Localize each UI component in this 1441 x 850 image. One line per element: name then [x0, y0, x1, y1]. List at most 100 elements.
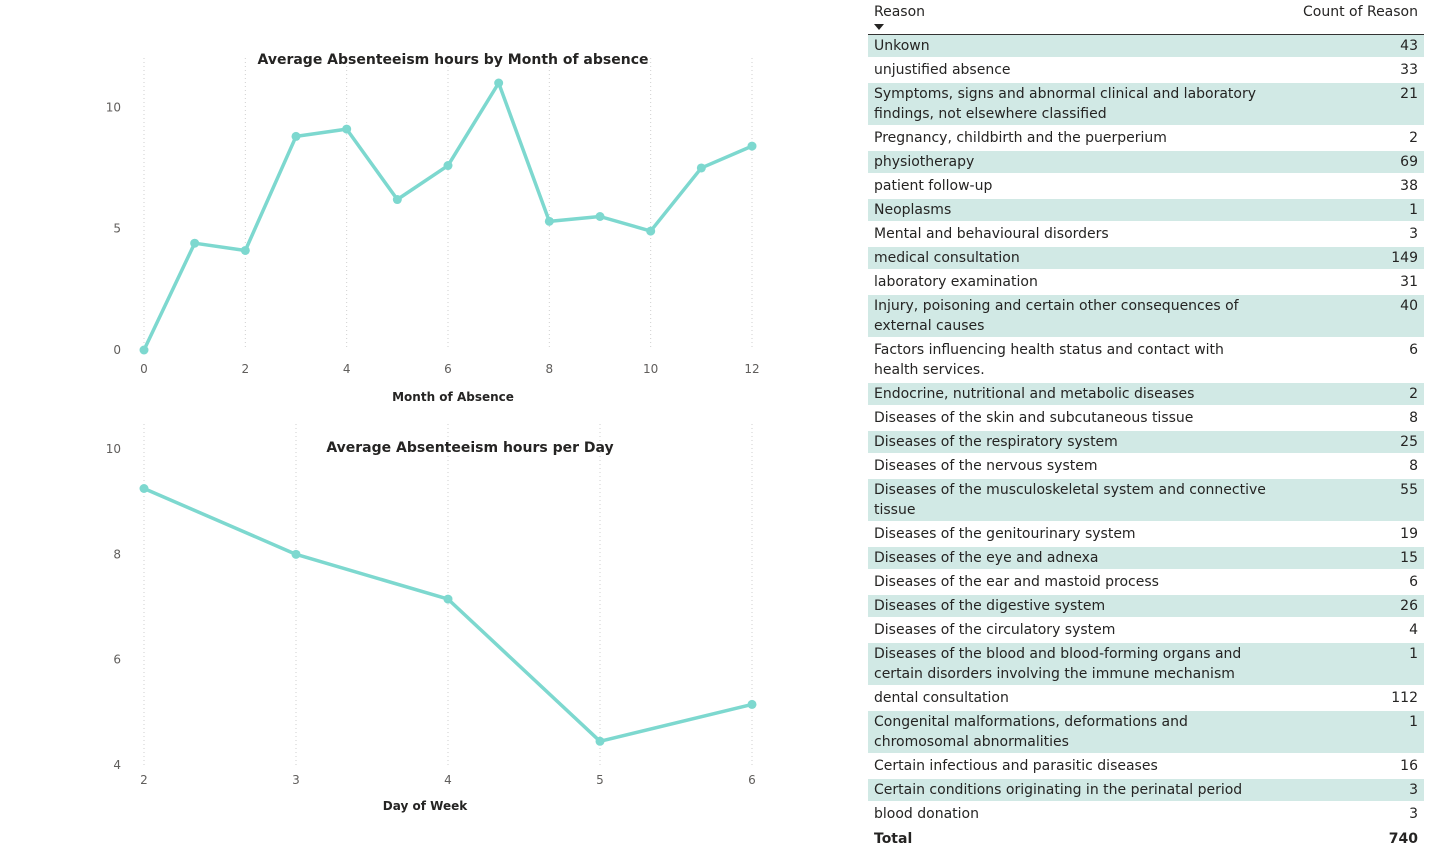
data-point: [139, 484, 149, 493]
x-tick-label: 10: [643, 362, 658, 376]
count-cell: 38: [1274, 174, 1424, 199]
table-row[interactable]: physiotherapy 69: [868, 150, 1424, 175]
y-tick-label: 5: [113, 222, 121, 236]
reason-count-table: Reason Count of Reason Unkown 43 unjustifi…: [868, 0, 1424, 850]
reason-cell: Diseases of the nervous system: [868, 454, 1274, 479]
table-row[interactable]: Diseases of the musculoskeletal system a…: [868, 478, 1424, 523]
reason-cell: Mental and behavioural disorders: [868, 222, 1274, 247]
reason-cell: Certain infectious and parasitic disease…: [868, 754, 1274, 779]
x-tick-label: 6: [444, 362, 452, 376]
reason-cell: Congenital malformations, deformations a…: [868, 710, 1274, 755]
table-total-row: Total 740: [868, 825, 1424, 850]
data-point: [646, 226, 656, 236]
table-row[interactable]: Diseases of the circulatory system 4: [868, 618, 1424, 643]
count-cell: 1: [1274, 710, 1424, 755]
data-point: [392, 195, 402, 205]
table-row[interactable]: medical consultation 149: [868, 246, 1424, 271]
count-cell: 2: [1274, 126, 1424, 151]
count-cell: 16: [1274, 754, 1424, 779]
series-line: [142, 81, 753, 351]
count-column-header[interactable]: Count of Reason: [1274, 0, 1424, 35]
x-tick-label: 6: [748, 773, 756, 787]
count-cell: 25: [1274, 430, 1424, 455]
reason-cell: laboratory examination: [868, 270, 1274, 295]
reason-cell: Injury, poisoning and certain other cons…: [868, 294, 1274, 339]
table-row[interactable]: Diseases of the respiratory system 25: [868, 430, 1424, 455]
table-row[interactable]: Diseases of the skin and subcutaneous ti…: [868, 406, 1424, 431]
reason-cell: medical consultation: [868, 246, 1274, 271]
table-row[interactable]: Diseases of the genitourinary system 19: [868, 522, 1424, 547]
reason-header-label: Reason: [874, 4, 926, 20]
table-row[interactable]: Diseases of the nervous system 8: [868, 454, 1424, 479]
count-cell: 21: [1274, 82, 1424, 127]
table-row[interactable]: laboratory examination 31: [868, 270, 1424, 295]
sort-descending-icon[interactable]: [874, 24, 884, 30]
count-cell: 2: [1274, 382, 1424, 407]
table-row[interactable]: Symptoms, signs and abnormal clinical an…: [868, 82, 1424, 127]
y-tick-label: 6: [113, 653, 121, 667]
table-row[interactable]: Diseases of the digestive system 26: [868, 594, 1424, 619]
reason-cell: Diseases of the musculoskeletal system a…: [868, 478, 1274, 523]
table-row[interactable]: Factors influencing health status and co…: [868, 338, 1424, 383]
total-count: 740: [1274, 825, 1424, 850]
reason-cell: Neoplasms: [868, 198, 1274, 223]
reason-cell: Diseases of the blood and blood-forming …: [868, 642, 1274, 687]
x-tick-label: 4: [444, 773, 452, 787]
table-row[interactable]: patient follow-up 38: [868, 174, 1424, 199]
table-row[interactable]: Congenital malformations, deformations a…: [868, 710, 1424, 755]
table-row[interactable]: Certain infectious and parasitic disease…: [868, 754, 1424, 779]
count-header-label: Count of Reason: [1303, 4, 1418, 20]
x-tick-label: 2: [242, 362, 250, 376]
table-row[interactable]: Diseases of the eye and adnexa 15: [868, 546, 1424, 571]
count-cell: 3: [1274, 222, 1424, 247]
reason-column-header[interactable]: Reason: [868, 0, 1274, 35]
x-tick-label: 2: [140, 773, 148, 787]
count-cell: 3: [1274, 778, 1424, 803]
reason-cell: unjustified absence: [868, 58, 1274, 83]
count-cell: 40: [1274, 294, 1424, 339]
data-point: [139, 345, 149, 355]
count-cell: 55: [1274, 478, 1424, 523]
x-tick-label: 3: [292, 773, 300, 787]
data-point: [291, 549, 301, 559]
count-cell: 6: [1274, 570, 1424, 595]
x-axis-label: Month of Absence: [392, 390, 514, 404]
series-line: [143, 486, 753, 744]
table-row[interactable]: blood donation 3: [868, 802, 1424, 827]
data-point: [443, 161, 453, 171]
reason-cell: Pregnancy, childbirth and the puerperium: [868, 126, 1274, 151]
count-cell: 33: [1274, 58, 1424, 83]
table-row[interactable]: Unkown 43: [868, 34, 1424, 59]
table-row[interactable]: Diseases of the blood and blood-forming …: [868, 642, 1424, 687]
count-cell: 4: [1274, 618, 1424, 643]
day-of-week-line-chart: Average Absenteeism hours per Day Day of …: [106, 424, 757, 813]
count-cell: 26: [1274, 594, 1424, 619]
table-row[interactable]: unjustified absence 33: [868, 58, 1424, 83]
count-cell: 43: [1274, 34, 1424, 59]
reason-cell: Diseases of the digestive system: [868, 594, 1274, 619]
reason-cell: Factors influencing health status and co…: [868, 338, 1274, 383]
x-tick-label: 12: [744, 362, 759, 376]
reason-cell: Endocrine, nutritional and metabolic dis…: [868, 382, 1274, 407]
reason-cell: Diseases of the respiratory system: [868, 430, 1274, 455]
table-row[interactable]: Diseases of the ear and mastoid process 6: [868, 570, 1424, 595]
count-cell: 19: [1274, 522, 1424, 547]
table-row[interactable]: Endocrine, nutritional and metabolic dis…: [868, 382, 1424, 407]
count-cell: 1: [1274, 198, 1424, 223]
table-row[interactable]: Mental and behavioural disorders 3: [868, 222, 1424, 247]
reason-cell: Diseases of the ear and mastoid process: [868, 570, 1274, 595]
x-tick-label: 8: [546, 362, 554, 376]
table-row[interactable]: Neoplasms 1: [868, 198, 1424, 223]
data-point: [747, 141, 757, 151]
table-row[interactable]: Pregnancy, childbirth and the puerperium…: [868, 126, 1424, 151]
data-point: [544, 216, 554, 226]
data-point: [696, 163, 706, 173]
table-row[interactable]: dental consultation 112: [868, 686, 1424, 711]
table-row[interactable]: Injury, poisoning and certain other cons…: [868, 294, 1424, 339]
data-point: [291, 131, 301, 141]
y-tick-label: 8: [113, 547, 121, 561]
chart-title: Average Absenteeism hours per Day: [326, 440, 613, 456]
table-row[interactable]: Certain conditions originating in the pe…: [868, 778, 1424, 803]
reason-cell: patient follow-up: [868, 174, 1274, 199]
data-point: [747, 699, 757, 709]
